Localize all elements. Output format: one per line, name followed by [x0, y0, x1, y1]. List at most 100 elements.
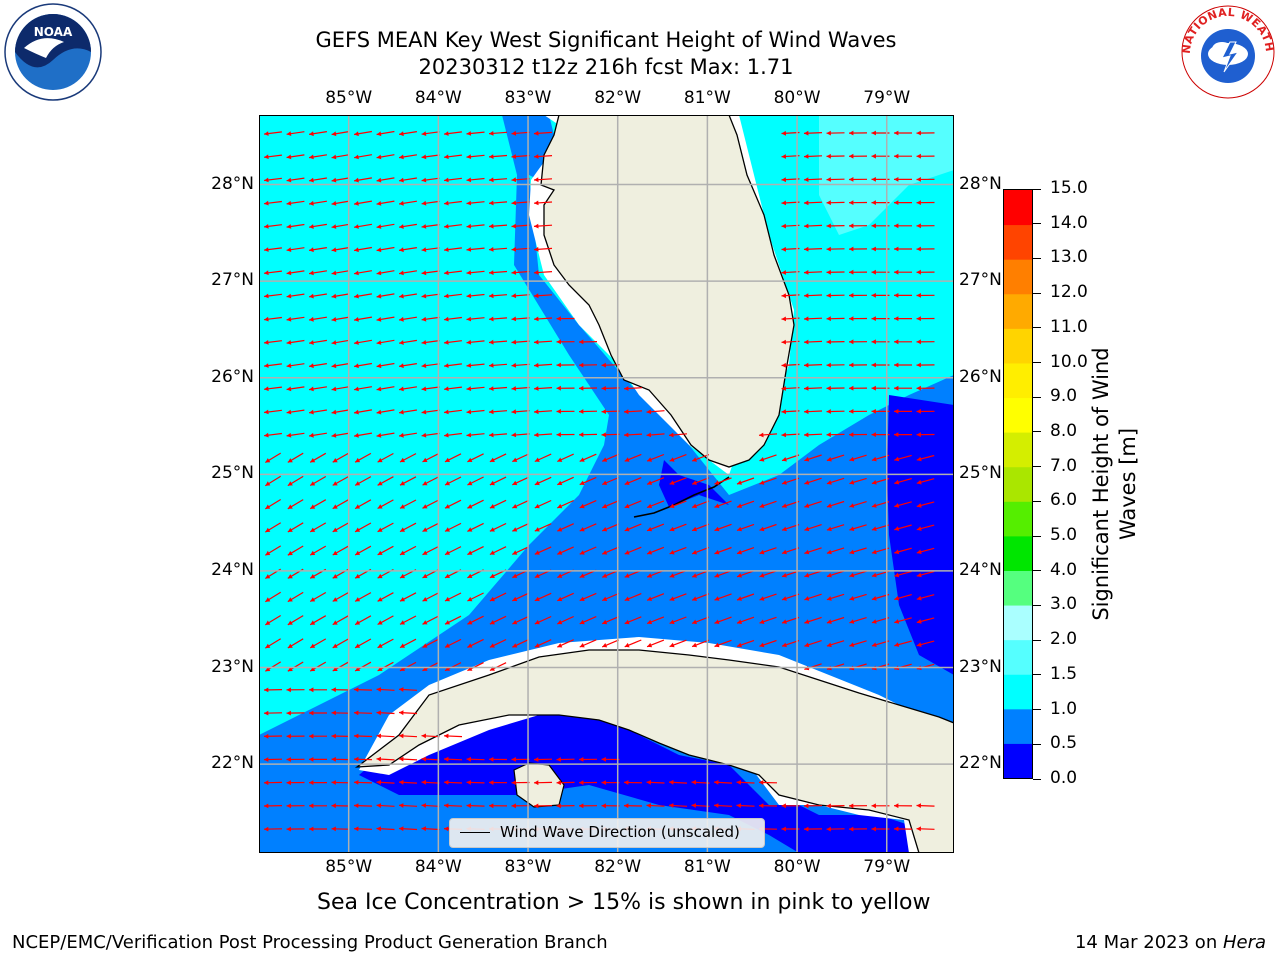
wind-arrow-head	[355, 597, 361, 602]
wind-arrow-head	[556, 803, 561, 809]
wind-arrow-head	[579, 550, 585, 555]
wind-arrow-head	[489, 643, 495, 648]
wind-arrow-head	[421, 803, 426, 808]
colorbar-swatch	[1004, 535, 1032, 571]
wind-arrow-head	[601, 803, 606, 809]
wind-arrow-head	[422, 643, 428, 648]
wind-arrow-head	[287, 666, 293, 672]
wind-arrow-head	[647, 550, 653, 555]
wind-arrow-head	[444, 803, 449, 808]
wind-arrow-head	[916, 409, 921, 414]
lat-label-left: 23°N	[211, 656, 254, 677]
wind-arrow-head	[354, 756, 359, 762]
lon-label-top: 80°W	[773, 88, 821, 108]
lat-label-right: 26°N	[959, 366, 1002, 387]
wind-arrow-head	[534, 480, 540, 486]
wind-arrow-head	[804, 480, 810, 485]
wind-arrow-head	[377, 481, 383, 486]
wind-arrow-head	[354, 409, 359, 415]
wind-arrow-head	[400, 457, 405, 463]
wind-arrow-head	[916, 316, 921, 321]
wind-arrow-head	[534, 293, 539, 299]
wind-arrow-head	[601, 432, 606, 438]
wind-arrow-head	[511, 339, 517, 345]
wind-arrow-head	[804, 409, 809, 414]
wind-arrow-head	[849, 409, 854, 414]
colorbar-tick-mark	[1033, 778, 1041, 780]
wind-arrow-head	[804, 339, 809, 345]
wind-arrow-head	[692, 596, 697, 601]
wind-arrow-head	[377, 573, 383, 579]
wind-arrow-head	[737, 549, 742, 555]
wind-arrow-head	[376, 270, 382, 276]
wind-arrow-head	[286, 131, 292, 136]
wind-arrow-head	[646, 432, 652, 438]
lat-label-right: 22°N	[959, 753, 1002, 774]
colorbar-swatch	[1004, 259, 1032, 295]
wind-arrow-head	[399, 826, 404, 832]
wind-arrow-head	[354, 340, 359, 345]
wind-arrow-head	[534, 339, 539, 345]
wind-arrow-head	[286, 200, 292, 206]
wind-arrow-head	[624, 526, 630, 532]
wind-arrow-head	[399, 432, 404, 438]
wind-arrow-head	[871, 223, 876, 229]
wind-arrow-head	[286, 409, 292, 415]
cuba-land	[354, 649, 954, 853]
footer-date: 14 Mar 2023 on Hera	[1075, 932, 1266, 953]
wind-arrow-head	[737, 573, 742, 578]
wind-arrow-head	[489, 527, 495, 532]
wind-arrow-head	[669, 550, 675, 555]
lon-label-top: 84°W	[414, 88, 462, 108]
wind-arrow-head	[916, 526, 922, 531]
wind-arrow-head	[376, 826, 381, 832]
wind-arrow-head	[264, 293, 269, 299]
wind-arrow-head	[331, 386, 337, 392]
wind-arrow-head	[512, 527, 518, 532]
wind-arrow-head	[331, 710, 336, 716]
wind-arrow-head	[489, 780, 494, 785]
wind-arrow-head	[422, 527, 428, 532]
wind-arrow-head	[467, 573, 473, 578]
wind-arrow-head	[286, 386, 292, 392]
lon-label-bottom: 85°W	[325, 857, 373, 877]
wind-arrow-head	[871, 549, 877, 555]
wind-arrow-head	[894, 803, 899, 809]
wind-arrow-head	[804, 362, 809, 368]
wind-arrow-head	[332, 666, 338, 671]
wind-arrow-head	[400, 504, 405, 509]
wind-arrow-head	[692, 526, 697, 532]
wind-arrow-head	[894, 642, 900, 647]
wind-arrow-head	[894, 432, 899, 437]
wind-arrow-head	[737, 503, 742, 508]
wind-arrow-head	[804, 619, 810, 624]
wind-arrow-head	[624, 480, 630, 485]
colorbar-tick-label: 1.5	[1050, 663, 1078, 684]
wind-arrow-head	[894, 316, 899, 321]
wind-arrow-head	[916, 503, 922, 508]
wind-arrow-head	[826, 177, 831, 182]
wind-arrow-head	[400, 620, 405, 625]
wind-arrow-head	[916, 619, 922, 624]
wind-arrow-head	[579, 527, 585, 532]
wind-arrow-head	[264, 803, 269, 809]
wind-arrow-head	[511, 223, 517, 229]
wind-arrow-head	[871, 385, 876, 391]
colorbar-swatch	[1004, 708, 1032, 744]
colorbar-tick-label: 6.0	[1050, 490, 1078, 511]
wind-arrow-head	[556, 432, 561, 437]
lon-label-top: 79°W	[863, 88, 911, 108]
wind-arrow-head	[489, 339, 494, 345]
wind-arrow-head	[264, 687, 269, 693]
wind-arrow-head	[421, 363, 427, 368]
wind-arrow-head	[849, 432, 854, 437]
noaa-logo: NOAA	[4, 3, 102, 101]
wind-arrow-head	[916, 385, 921, 391]
wind-arrow-head	[916, 200, 921, 205]
wind-arrow-head	[916, 246, 921, 252]
wind-arrow-head	[354, 780, 359, 785]
lat-label-right: 27°N	[959, 270, 1002, 291]
wind-arrow-head	[421, 826, 426, 832]
wind-arrow-head	[601, 757, 606, 762]
wind-arrow-head	[916, 130, 921, 136]
